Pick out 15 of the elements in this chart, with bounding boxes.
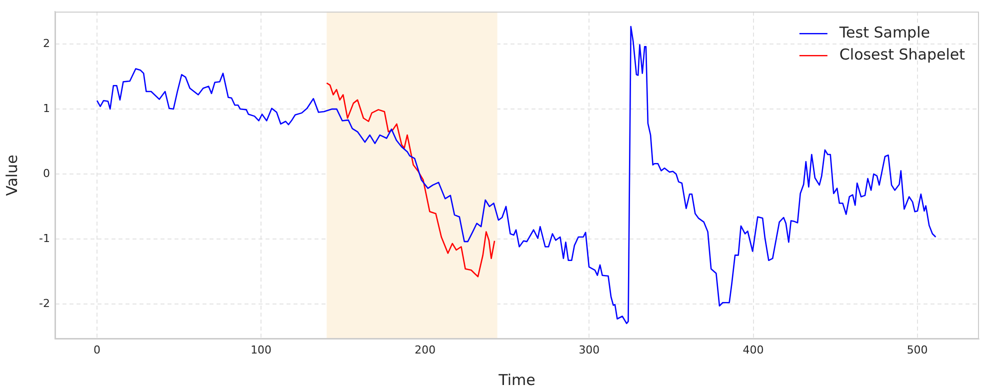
x-tick-label: 500 [906,343,928,356]
y-tick-label: 0 [43,166,50,180]
legend-label: Test Sample [838,23,930,42]
y-axis-title: Value [2,154,21,196]
y-tick-label: -2 [39,296,50,310]
x-tick-label: 0 [94,343,100,356]
y-tick-label: -1 [39,232,50,245]
x-tick-label: 400 [742,343,764,356]
y-tick-label: 2 [43,36,50,50]
x-tick-label: 100 [250,343,272,356]
x-tick-label: 200 [414,343,436,356]
legend-label: Closest Shapelet [839,45,966,64]
y-tick-label: 1 [43,102,50,115]
x-axis-title: Time [498,370,536,389]
x-tick-label: 300 [578,343,600,356]
